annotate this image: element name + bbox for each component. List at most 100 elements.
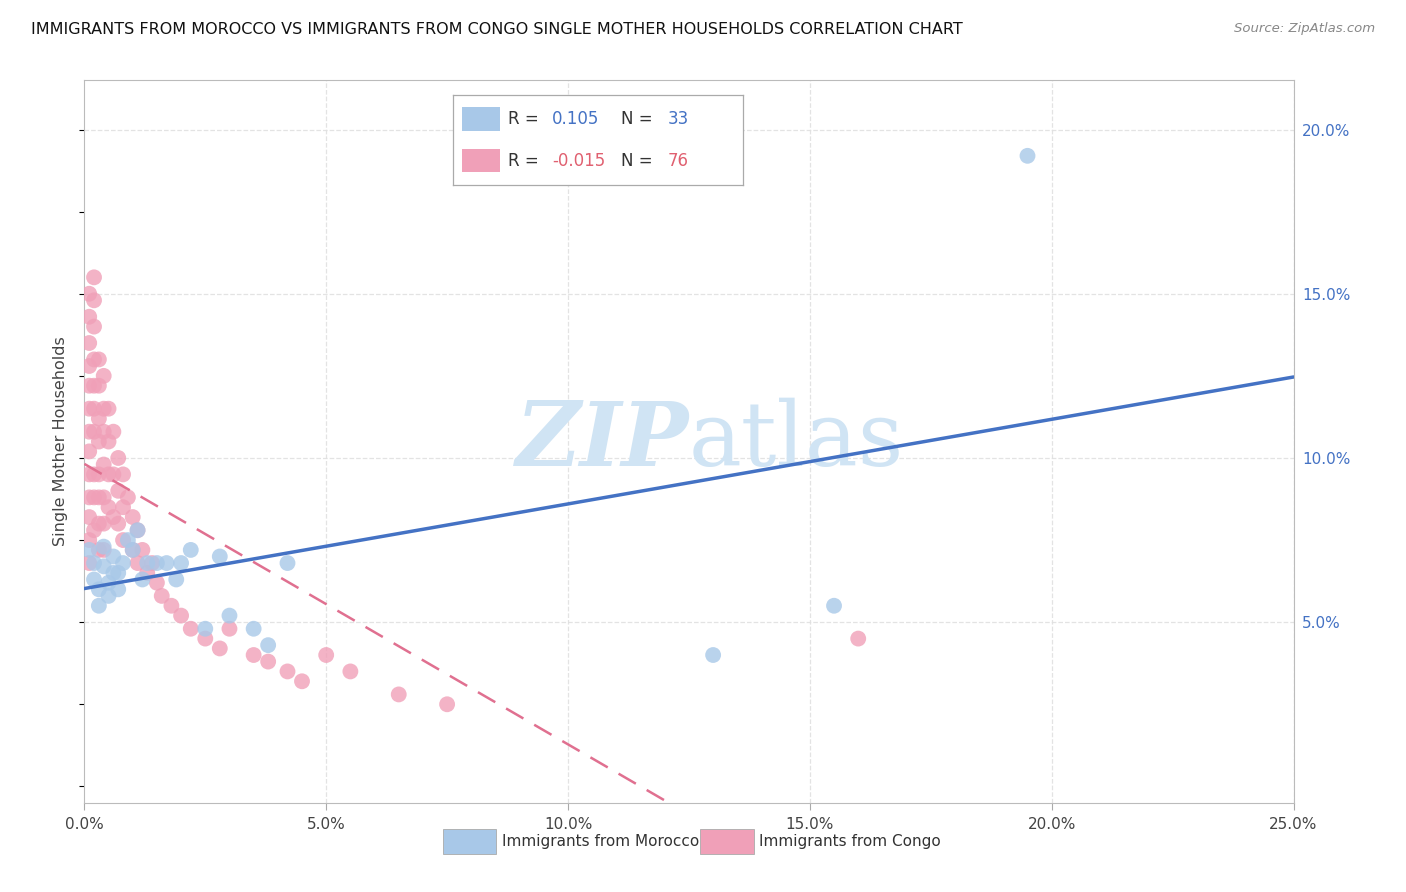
Point: [155, 556, 177, 570]
Point: [93, 425, 115, 439]
Point: [103, 467, 125, 482]
Point: [127, 523, 149, 537]
Point: [208, 641, 231, 656]
Point: [112, 467, 135, 482]
Point: [121, 542, 143, 557]
Point: [77, 533, 100, 547]
Point: [103, 425, 125, 439]
Point: [83, 270, 105, 285]
Point: [702, 648, 724, 662]
Point: [276, 556, 298, 570]
Point: [146, 575, 169, 590]
Point: [107, 516, 129, 531]
Point: [77, 359, 100, 373]
Point: [93, 559, 115, 574]
Point: [83, 425, 105, 439]
Point: [315, 648, 337, 662]
Point: [77, 467, 100, 482]
Point: [77, 542, 100, 557]
Point: [87, 582, 110, 597]
Point: [291, 674, 314, 689]
Point: [83, 467, 105, 482]
Point: [823, 599, 845, 613]
Point: [93, 368, 115, 383]
Text: IMMIGRANTS FROM MOROCCO VS IMMIGRANTS FROM CONGO SINGLE MOTHER HOUSEHOLDS CORREL: IMMIGRANTS FROM MOROCCO VS IMMIGRANTS FR…: [31, 22, 963, 37]
Point: [83, 401, 105, 416]
Point: [107, 450, 129, 465]
Point: [77, 401, 100, 416]
Point: [83, 491, 105, 505]
Point: [107, 582, 129, 597]
Point: [97, 500, 120, 515]
Text: Immigrants from Morocco: Immigrants from Morocco: [502, 834, 699, 848]
Point: [127, 556, 149, 570]
Point: [93, 491, 115, 505]
Point: [257, 655, 280, 669]
Point: [83, 556, 105, 570]
Point: [97, 401, 120, 416]
Point: [160, 599, 183, 613]
Point: [87, 542, 110, 557]
Point: [97, 434, 120, 449]
Point: [93, 542, 115, 557]
Point: [112, 533, 135, 547]
Point: [131, 542, 153, 557]
Point: [103, 510, 125, 524]
Point: [117, 491, 139, 505]
Point: [83, 378, 105, 392]
Bar: [443, 829, 496, 854]
Point: [93, 458, 115, 472]
Point: [93, 540, 115, 554]
Point: [121, 542, 143, 557]
Text: ZIP: ZIP: [516, 399, 689, 484]
Point: [87, 467, 110, 482]
Point: [83, 523, 105, 537]
Bar: [700, 829, 754, 854]
Point: [103, 566, 125, 580]
Point: [87, 378, 110, 392]
Point: [112, 500, 135, 515]
Point: [77, 336, 100, 351]
Point: [257, 638, 280, 652]
Point: [83, 319, 105, 334]
Point: [83, 573, 105, 587]
Point: [97, 589, 120, 603]
Point: [846, 632, 869, 646]
Point: [180, 542, 202, 557]
Point: [87, 516, 110, 531]
Point: [112, 556, 135, 570]
Point: [77, 510, 100, 524]
Text: atlas: atlas: [689, 398, 904, 485]
Point: [77, 378, 100, 392]
Point: [87, 352, 110, 367]
Point: [436, 698, 458, 712]
Point: [218, 622, 240, 636]
Point: [117, 533, 139, 547]
Point: [77, 286, 100, 301]
Point: [180, 622, 202, 636]
Point: [77, 310, 100, 324]
Point: [87, 491, 110, 505]
Point: [146, 556, 169, 570]
Point: [276, 665, 298, 679]
Point: [150, 589, 173, 603]
Text: Immigrants from Congo: Immigrants from Congo: [759, 834, 941, 848]
Point: [87, 599, 110, 613]
Point: [242, 622, 264, 636]
Point: [83, 352, 105, 367]
Point: [107, 483, 129, 498]
Point: [194, 632, 217, 646]
Point: [87, 411, 110, 425]
Point: [93, 516, 115, 531]
Point: [1017, 149, 1039, 163]
Point: [242, 648, 264, 662]
Point: [136, 556, 159, 570]
Point: [107, 566, 129, 580]
Point: [77, 425, 100, 439]
Point: [131, 573, 153, 587]
Point: [127, 523, 149, 537]
Point: [141, 556, 163, 570]
Text: Source: ZipAtlas.com: Source: ZipAtlas.com: [1234, 22, 1375, 36]
Point: [77, 444, 100, 458]
Point: [87, 434, 110, 449]
